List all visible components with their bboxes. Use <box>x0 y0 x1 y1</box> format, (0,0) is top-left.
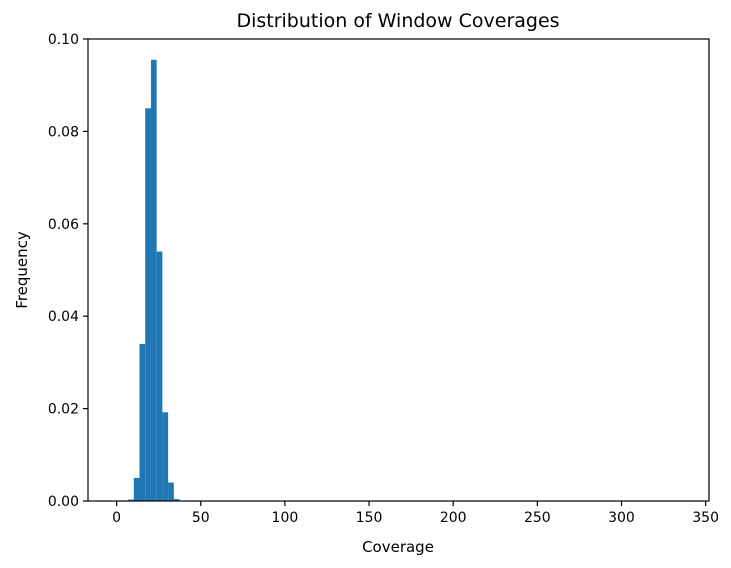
x-tick-label: 300 <box>608 510 635 526</box>
plot-frame <box>87 38 710 502</box>
histogram-bar <box>128 499 134 501</box>
histogram-bar <box>168 482 174 501</box>
histogram-bar <box>145 108 151 502</box>
y-tick-label: 0.06 <box>48 217 79 233</box>
histogram-bar <box>156 251 163 501</box>
histogram-bar <box>162 412 169 501</box>
x-tick-label: 250 <box>524 510 551 526</box>
x-tick-label: 150 <box>356 510 383 526</box>
histogram-bar <box>139 343 146 501</box>
histogram-bar <box>133 477 140 501</box>
x-tick-label: 50 <box>192 510 210 526</box>
x-tick-label: 0 <box>112 510 121 526</box>
y-tick-label: 0.02 <box>48 402 79 418</box>
x-tick-label: 100 <box>272 510 299 526</box>
x-axis-label: Coverage <box>362 538 434 556</box>
histogram-bar <box>150 59 157 501</box>
y-tick-label: 0.10 <box>48 32 79 48</box>
y-axis-label: Frequency <box>13 231 31 309</box>
y-tick-label: 0.08 <box>48 124 79 140</box>
histogram-bars <box>122 59 186 502</box>
y-tick-label: 0.00 <box>48 494 79 510</box>
x-tick-label: 200 <box>440 510 467 526</box>
x-axis-ticks: 0 50 100 150 200 250 300 350 <box>112 501 719 526</box>
histogram-bar <box>173 499 180 501</box>
y-tick-label: 0.04 <box>48 309 79 325</box>
y-axis-ticks: 0.00 0.02 0.04 0.06 0.08 0.10 <box>48 32 88 510</box>
x-tick-label: 350 <box>692 510 719 526</box>
chart-title: Distribution of Window Coverages <box>236 10 559 32</box>
